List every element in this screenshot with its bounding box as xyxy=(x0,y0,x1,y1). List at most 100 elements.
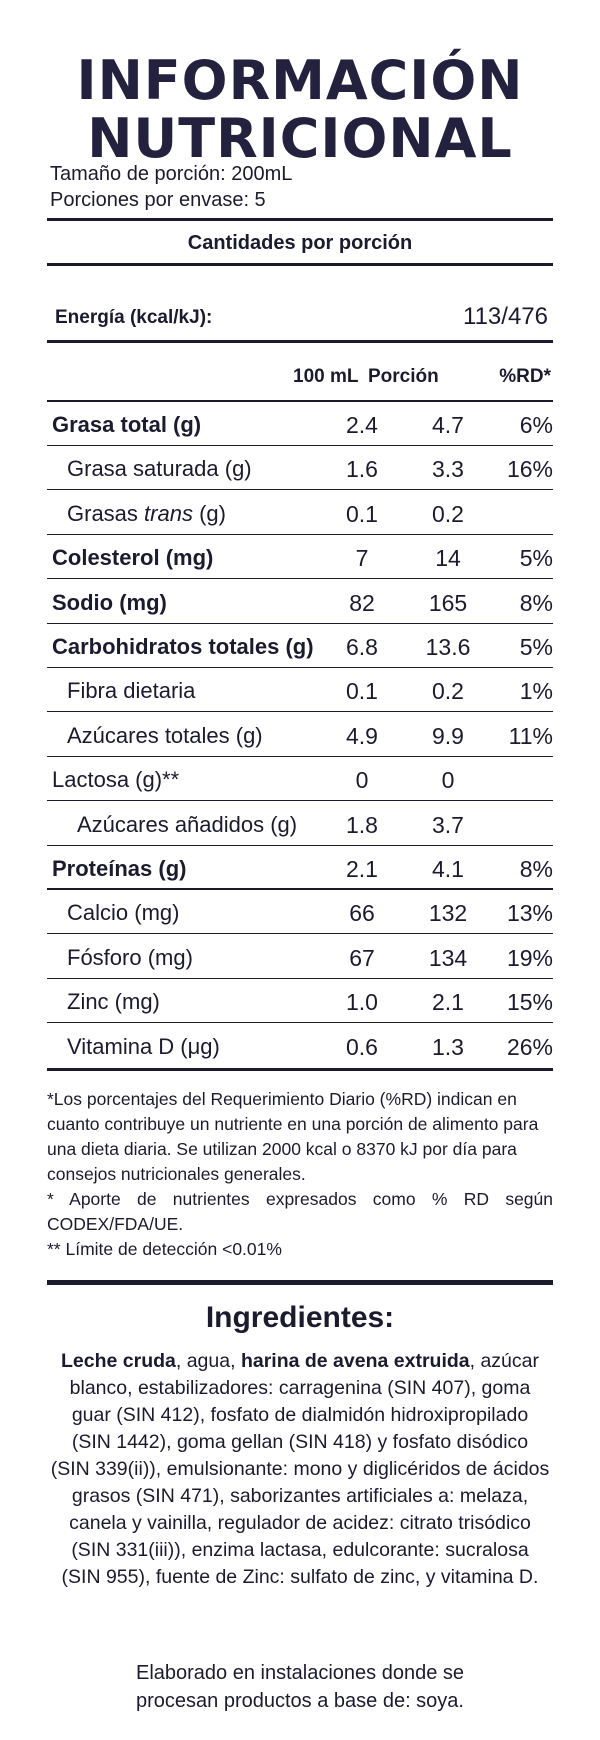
title-line-1: INFORMACIÓN xyxy=(76,49,524,112)
footnote-rd: *Los porcentajes del Requerimiento Diari… xyxy=(47,1089,539,1184)
value-per-portion: 13.6 xyxy=(425,634,471,660)
row-divider xyxy=(47,977,553,979)
divider xyxy=(47,1068,553,1071)
row-divider xyxy=(47,711,553,713)
column-header-portion: Porción xyxy=(368,366,439,387)
table-row: Carbohidratos totales (g) 6.8 13.6 5% xyxy=(47,624,553,668)
table-row: Azúcares añadidos (g) 1.8 3.7 xyxy=(47,802,553,846)
value-per-portion: 0 xyxy=(441,767,455,794)
table-row: Colesterol (mg) 7 14 5% xyxy=(47,535,553,580)
row-divider xyxy=(47,622,553,624)
table-row: Proteínas (g) 2.1 4.1 8% xyxy=(47,846,553,890)
energy-label: Energía (kcal/kJ): xyxy=(55,307,213,328)
row-divider xyxy=(47,445,553,446)
value-per-portion: 4.7 xyxy=(432,412,464,438)
value-per-100ml: 0.1 xyxy=(346,678,378,705)
value-per-portion: 4.1 xyxy=(432,856,464,882)
table-row: Zinc (mg) 1.0 2.1 15% xyxy=(47,979,553,1024)
value-per-100ml: 2.1 xyxy=(346,856,378,882)
value-per-100ml: 0.6 xyxy=(346,1033,378,1060)
divider xyxy=(47,1280,553,1285)
nutrient-label: Grasa saturada (g) xyxy=(67,456,252,482)
divider xyxy=(47,340,553,343)
divider xyxy=(47,218,553,221)
nutrient-label: Colesterol (mg) xyxy=(52,545,214,571)
value-per-100ml: 2.4 xyxy=(346,412,378,438)
value-rd-percent: 11% xyxy=(508,722,553,749)
table-row: Grasa saturada (g) 1.6 3.3 16% xyxy=(47,446,553,491)
row-divider xyxy=(47,800,553,802)
ingredient-bold-milk: Leche cruda xyxy=(60,1350,176,1372)
value-rd-percent: 5% xyxy=(519,545,553,572)
value-rd-percent: 1% xyxy=(519,678,553,705)
value-per-portion: 132 xyxy=(428,900,468,927)
table-row: Calcio (mg) 66 132 13% xyxy=(47,890,553,935)
row-divider xyxy=(47,489,553,491)
nutrient-label: Azúcares totales (g) xyxy=(67,722,263,748)
value-rd-percent: 8% xyxy=(519,589,553,616)
row-divider xyxy=(47,667,553,668)
table-row: Fósforo (mg) 67 134 19% xyxy=(47,935,553,979)
value-rd-percent: 13% xyxy=(506,900,553,927)
nutrient-label: Grasas trans (g) xyxy=(67,500,226,526)
value-per-100ml: 0.1 xyxy=(346,500,378,527)
row-divider xyxy=(47,755,553,757)
value-per-portion: 2.1 xyxy=(432,989,464,1016)
value-rd-percent: 26% xyxy=(506,1033,553,1060)
table-row: Lactosa (g)** 0 0 xyxy=(47,757,553,802)
ingredients-text: Leche cruda, agua, harina de avena extru… xyxy=(50,1350,550,1588)
footnote-detection: ** Límite de detección <0.01% xyxy=(47,1239,282,1259)
value-rd-percent: 8% xyxy=(519,856,553,882)
table-row: Grasas trans (g) 0.1 0.2 xyxy=(47,491,553,535)
nutrient-label: Lactosa (g)** xyxy=(52,767,180,793)
column-header-100ml: 100 mL xyxy=(293,366,359,387)
value-per-portion: 3.7 xyxy=(432,811,464,838)
row-divider xyxy=(47,888,553,890)
nutrient-label: Sodio (mg) xyxy=(52,589,167,615)
energy-value: 113/476 xyxy=(463,303,548,330)
serving-size: Tamaño de porción: 200mL xyxy=(50,163,293,185)
value-per-100ml: 7 xyxy=(355,545,369,572)
value-rd-percent: 15% xyxy=(506,989,553,1016)
column-header-rd: %RD* xyxy=(499,366,551,387)
nutrient-label: Carbohidratos totales (g) xyxy=(52,634,314,659)
nutrient-label: Fibra dietaria xyxy=(67,678,196,704)
value-per-portion: 0.2 xyxy=(432,678,464,705)
value-rd-percent: 16% xyxy=(506,456,553,483)
row-divider xyxy=(47,1022,553,1024)
nutrient-label: Grasa total (g) xyxy=(52,412,202,437)
ingredients-title: Ingredientes: xyxy=(205,1301,395,1334)
value-per-portion: 165 xyxy=(428,589,468,616)
value-per-portion: 14 xyxy=(435,545,461,572)
nutrient-label: Zinc (mg) xyxy=(67,989,160,1015)
servings-per-container: Porciones por envase: 5 xyxy=(50,189,266,211)
row-divider xyxy=(47,933,553,935)
value-per-portion: 3.3 xyxy=(432,456,464,483)
ingredient-bold-oat: harina de avena extruida xyxy=(240,1350,470,1372)
value-per-100ml: 66 xyxy=(349,900,375,927)
value-per-portion: 1.3 xyxy=(432,1033,464,1060)
table-row: Grasa total (g) 2.4 4.7 6% xyxy=(47,402,553,446)
row-divider xyxy=(47,844,553,846)
nutrient-label: Azúcares añadidos (g) xyxy=(77,811,298,837)
table-row: Vitamina D (μg) 0.6 1.3 26% xyxy=(47,1024,553,1068)
footnote-codex: * Aporte de nutrientes expresados como %… xyxy=(47,1189,553,1234)
value-per-100ml: 1.0 xyxy=(346,989,378,1016)
title-line-2: NUTRICIONAL xyxy=(87,107,513,170)
value-rd-percent: 6% xyxy=(519,412,553,438)
nutrient-label: Vitamina D (μg) xyxy=(67,1033,220,1059)
divider xyxy=(47,263,553,266)
value-per-100ml: 1.8 xyxy=(346,811,378,838)
value-per-100ml: 67 xyxy=(349,944,375,971)
allergen-statement: Elaborado en instalaciones donde se proc… xyxy=(135,1662,465,1712)
table-row: Sodio (mg) 82 165 8% xyxy=(47,580,553,624)
table-row: Azúcares totales (g) 4.9 9.9 11% xyxy=(47,713,553,757)
value-per-100ml: 6.8 xyxy=(346,634,378,660)
amounts-heading: Cantidades por porción xyxy=(187,232,413,254)
nutrient-label: Fósforo (mg) xyxy=(67,944,193,970)
value-per-100ml: 0 xyxy=(355,767,369,794)
nutrient-label: Calcio (mg) xyxy=(67,900,180,926)
value-per-100ml: 1.6 xyxy=(346,456,378,483)
value-per-100ml: 82 xyxy=(349,589,375,616)
value-per-portion: 134 xyxy=(428,944,468,971)
